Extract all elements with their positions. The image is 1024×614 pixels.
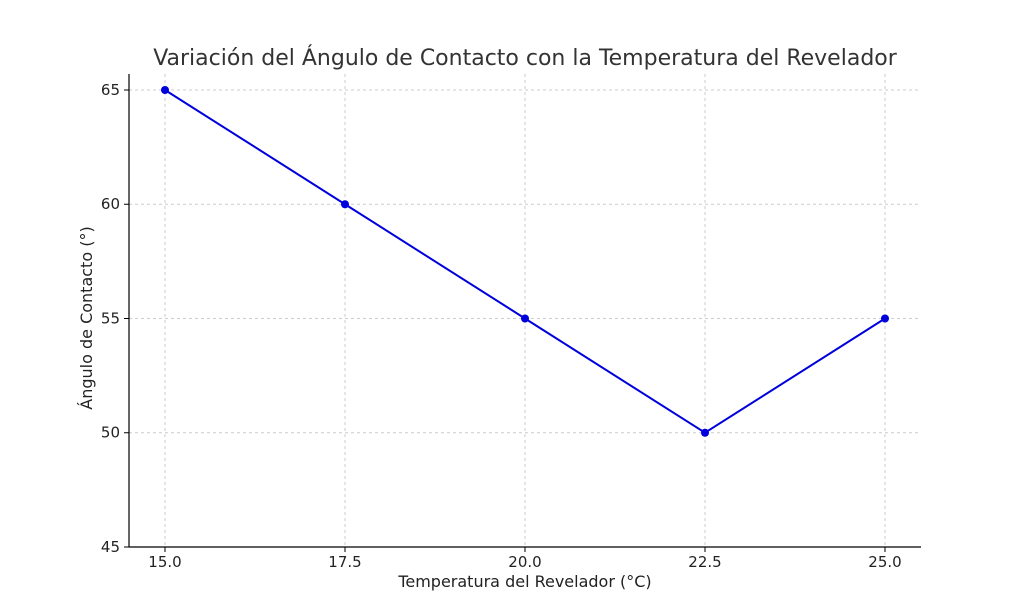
x-tick-label: 17.5 (328, 553, 361, 571)
x-tick-label: 25.0 (868, 553, 901, 571)
y-tick-label: 60 (101, 195, 120, 213)
data-point (521, 314, 529, 323)
axes: 15.0 17.5 20.0 22.5 25.0 45 50 55 60 65 (101, 74, 921, 571)
data-point (701, 428, 709, 437)
series (161, 85, 889, 437)
y-tick-label: 50 (101, 424, 120, 442)
grid (129, 74, 921, 548)
x-tick-label: 20.0 (508, 553, 541, 571)
x-axis-label: Temperatura del Revelador (°C) (397, 572, 651, 591)
data-point (881, 314, 889, 323)
x-tick-label: 15.0 (148, 553, 181, 571)
y-axis-label: Ángulo de Contacto (°) (77, 226, 96, 409)
y-tick-label: 55 (101, 309, 120, 327)
data-point (161, 85, 169, 94)
x-tick-label: 22.5 (688, 553, 721, 571)
y-tick-label: 65 (101, 81, 120, 99)
y-tick-label: 45 (101, 538, 120, 556)
data-point (341, 200, 349, 209)
chart-title: Variación del Ángulo de Contacto con la … (153, 45, 898, 71)
